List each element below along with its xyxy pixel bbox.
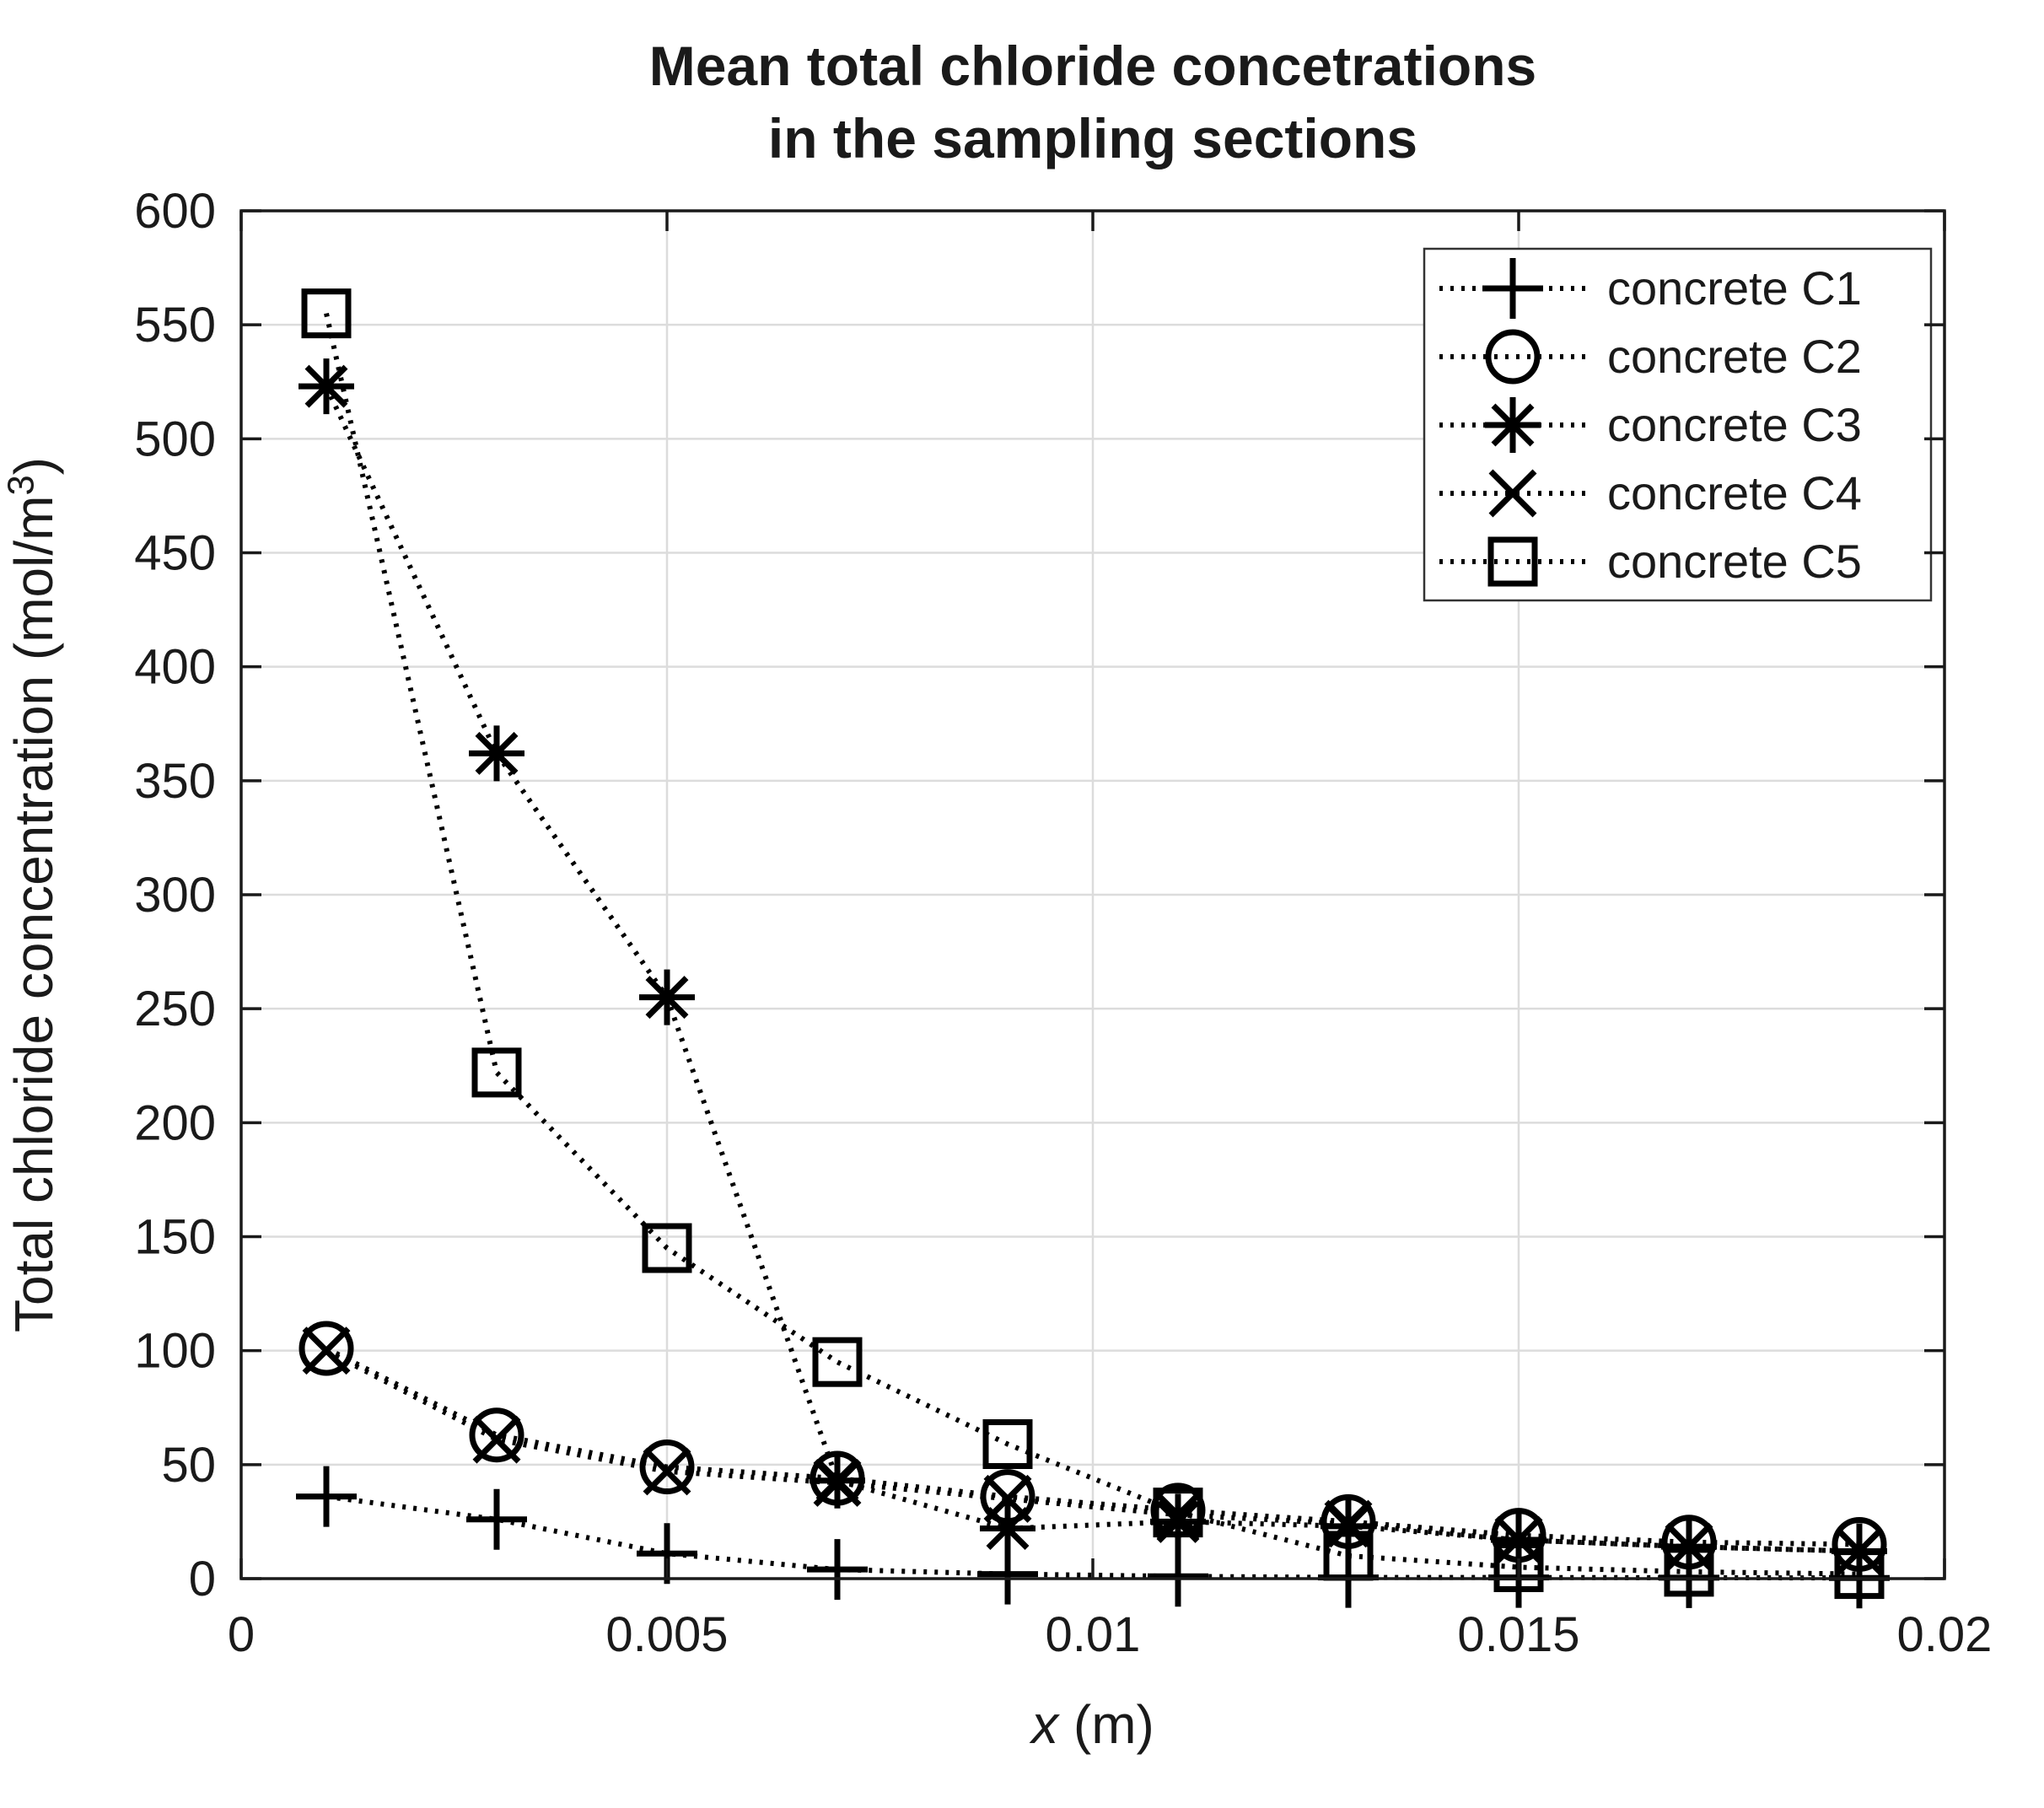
legend-entry-concrete-C5: concrete C5: [1439, 535, 1862, 588]
y-axis-label-close: ): [3, 457, 64, 476]
x-tick-labels: 0 0.005 0.01 0.015 0.02: [228, 1607, 1993, 1662]
y-tick-labels: 0 50 100 150 200 250 300 350 400 450 500 550 600: [134, 184, 216, 1606]
legend-label: concrete C2: [1607, 330, 1862, 383]
legend-label: concrete C3: [1607, 398, 1862, 451]
legend-label: concrete C5: [1607, 535, 1862, 588]
y-tick-label: 550: [134, 298, 216, 352]
legend: concrete C1 concrete C2 concrete C3 concret…: [1423, 247, 1933, 602]
x-axis-label-unit: (m): [1058, 1694, 1154, 1755]
y-tick-label: 300: [134, 868, 216, 923]
legend-entry-concrete-C4: concrete C4: [1439, 466, 1862, 519]
legend-entry-concrete-C1: concrete C1: [1439, 258, 1862, 319]
legend-label: concrete C4: [1607, 466, 1862, 519]
legend-entry-concrete-C3: concrete C3: [1439, 397, 1862, 453]
x-tick-label: 0.01: [1046, 1607, 1141, 1662]
series-concrete-C5: [301, 288, 1885, 1600]
x-tick-label: 0: [228, 1607, 255, 1662]
y-tick-label: 250: [134, 982, 216, 1036]
x-axis-label: x (m): [241, 1693, 1944, 1756]
x-tick-label: 0.015: [1457, 1607, 1579, 1662]
y-axis-label: Total chloride concentration (mol/m3): [1, 457, 65, 1332]
y-axis-label-superscript: 3: [1, 475, 42, 496]
chart-title-line-2: in the sampling sections: [767, 107, 1418, 170]
y-tick-label: 150: [134, 1210, 216, 1265]
y-tick-label: 400: [134, 640, 216, 695]
y-tick-label: 350: [134, 754, 216, 809]
chart-title-line-1: Mean total chloride concetrations: [648, 35, 1537, 97]
legend-label: concrete C1: [1607, 261, 1862, 315]
y-tick-label: 100: [134, 1324, 216, 1379]
y-axis-label-text: Total chloride concentration (mol/m: [3, 495, 64, 1332]
y-tick-label: 0: [189, 1552, 216, 1606]
y-tick-label: 500: [134, 412, 216, 466]
y-tick-label: 50: [161, 1438, 216, 1493]
y-tick-label: 450: [134, 526, 216, 581]
y-tick-label: 600: [134, 184, 216, 239]
x-axis-label-variable: x: [1031, 1694, 1059, 1755]
x-tick-label: 0.02: [1897, 1607, 1993, 1662]
x-tick-label: 0.005: [605, 1607, 728, 1662]
y-tick-label: 200: [134, 1095, 216, 1150]
legend-entry-concrete-C2: concrete C2: [1439, 329, 1862, 385]
tick-marks: [239, 209, 1946, 1580]
